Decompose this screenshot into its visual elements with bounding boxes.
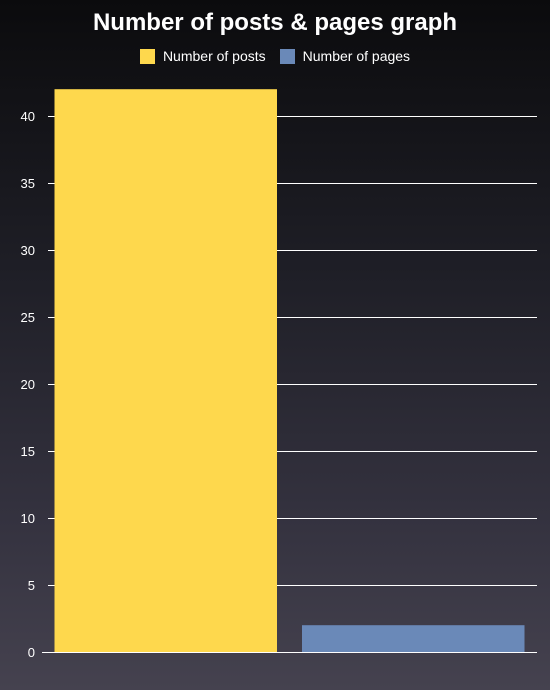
y-tick-label-40: 40 <box>21 109 35 124</box>
y-tick-label-10: 10 <box>21 511 35 526</box>
chart-legend: Number of posts Number of pages <box>0 48 550 64</box>
y-tick-label-30: 30 <box>21 243 35 258</box>
legend-swatch-pages <box>279 48 295 64</box>
legend-item-posts[interactable]: Number of posts <box>139 48 266 64</box>
bar-number-of-posts[interactable] <box>54 89 278 652</box>
y-tick-label-25: 25 <box>21 310 35 325</box>
y-tick-label-5: 5 <box>28 578 35 593</box>
y-tick-label-0: 0 <box>28 645 35 660</box>
y-tick-label-20: 20 <box>21 377 35 392</box>
y-tick-label-15: 15 <box>21 444 35 459</box>
y-tick-label-35: 35 <box>21 176 35 191</box>
bar-number-of-pages[interactable] <box>302 625 525 652</box>
legend-label-pages: Number of pages <box>302 48 411 64</box>
legend-swatch-posts <box>139 48 155 64</box>
legend-label-posts: Number of posts <box>162 48 266 64</box>
chart-title: Number of posts & pages graph <box>92 9 458 36</box>
legend-item-pages[interactable]: Number of pages <box>279 48 411 64</box>
